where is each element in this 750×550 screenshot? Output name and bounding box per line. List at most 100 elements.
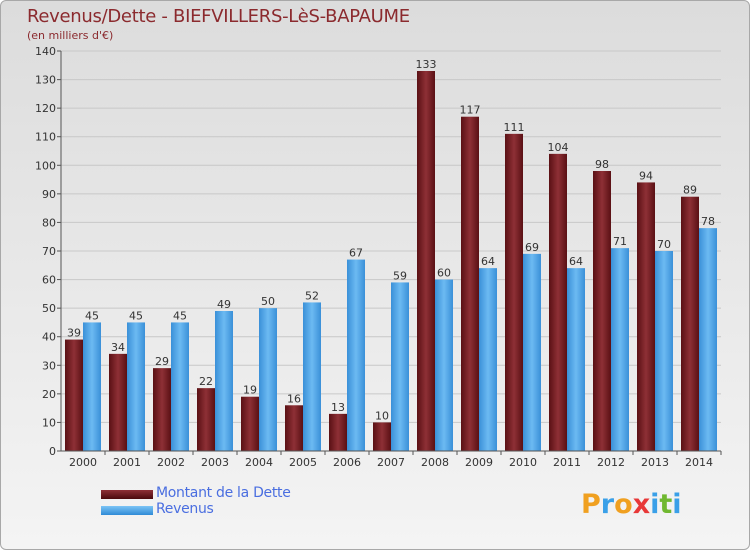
bar-revenus [699, 228, 717, 451]
data-label-dette: 39 [67, 327, 81, 340]
legend-swatch-dette [101, 490, 153, 499]
bar-dette [197, 388, 215, 451]
brand-logo: Proxiti [581, 489, 682, 520]
brand-letter: P [581, 489, 601, 520]
data-label-revenus: 59 [393, 269, 407, 282]
bar-revenus [127, 322, 145, 451]
bar-dette [549, 153, 567, 451]
brand-letter: r [600, 489, 615, 520]
bar-revenus [435, 279, 453, 451]
data-label-revenus: 60 [437, 267, 451, 280]
y-tick-label: 20 [42, 388, 56, 401]
x-tick-label: 2006 [333, 456, 361, 469]
y-tick-label: 0 [49, 445, 56, 458]
bars-layer [65, 71, 717, 451]
bar-dette [681, 196, 699, 451]
x-tick-label: 2009 [465, 456, 493, 469]
legend-swatch-revenus [101, 506, 153, 515]
y-tick-label: 70 [42, 245, 56, 258]
y-tick-label: 30 [42, 359, 56, 372]
bar-revenus [347, 259, 365, 451]
y-tick-label: 110 [35, 131, 56, 144]
x-tick-label: 2002 [157, 456, 185, 469]
data-label-dette: 98 [595, 158, 609, 171]
data-label-dette: 111 [504, 121, 525, 134]
data-label-revenus: 64 [569, 255, 583, 268]
bar-dette [373, 422, 391, 451]
bar-revenus [391, 282, 409, 451]
brand-letter: o [614, 489, 633, 520]
bar-revenus [479, 268, 497, 451]
bar-revenus [171, 322, 189, 451]
bar-dette [461, 116, 479, 451]
data-label-dette: 16 [287, 392, 301, 405]
bar-dette [65, 339, 83, 451]
bar-dette [329, 413, 347, 451]
data-label-dette: 133 [416, 58, 437, 71]
data-label-dette: 89 [683, 184, 697, 197]
y-tick-label: 80 [42, 216, 56, 229]
data-label-dette: 10 [375, 409, 389, 422]
brand-letter: i [672, 489, 682, 520]
brand-letter: i [650, 489, 660, 520]
x-tick-label: 2007 [377, 456, 405, 469]
data-label-revenus: 50 [261, 295, 275, 308]
y-tick-label: 40 [42, 331, 56, 344]
x-tick-label: 2013 [641, 456, 669, 469]
data-label-revenus: 70 [657, 238, 671, 251]
data-label-revenus: 52 [305, 289, 319, 302]
chart-subtitle: (en milliers d'€) [27, 29, 114, 42]
data-label-revenus: 78 [701, 215, 715, 228]
bar-dette [637, 182, 655, 451]
data-label-dette: 34 [111, 341, 125, 354]
data-label-revenus: 45 [85, 309, 99, 322]
bar-revenus [259, 308, 277, 451]
x-tick-label: 2005 [289, 456, 317, 469]
bar-revenus [567, 268, 585, 451]
legend-label-revenus: Revenus [156, 501, 214, 517]
x-tick-label: 2003 [201, 456, 229, 469]
data-label-revenus: 67 [349, 247, 363, 260]
y-tick-label: 130 [35, 74, 56, 87]
data-label-revenus: 45 [129, 309, 143, 322]
y-tick-label: 140 [35, 45, 56, 58]
x-tick-label: 2014 [685, 456, 713, 469]
x-tick-label: 2000 [69, 456, 97, 469]
x-tick-label: 2011 [553, 456, 581, 469]
bar-revenus [215, 311, 233, 451]
data-label-dette: 13 [331, 401, 345, 414]
bar-revenus [523, 253, 541, 451]
bar-dette [593, 171, 611, 451]
brand-letter: t [659, 489, 673, 520]
x-tick-label: 2012 [597, 456, 625, 469]
x-tick-label: 2004 [245, 456, 273, 469]
bar-dette [285, 405, 303, 451]
data-label-dette: 104 [548, 141, 569, 154]
bar-dette [417, 71, 435, 451]
data-label-revenus: 45 [173, 309, 187, 322]
brand-letter: x [632, 489, 651, 520]
bar-revenus [655, 251, 673, 451]
x-tick-label: 2008 [421, 456, 449, 469]
legend-label-dette: Montant de la Dette [156, 485, 291, 501]
data-label-dette: 19 [243, 384, 257, 397]
x-tick-label: 2010 [509, 456, 537, 469]
y-tick-label: 50 [42, 302, 56, 315]
bar-revenus [611, 248, 629, 451]
data-label-revenus: 71 [613, 235, 627, 248]
data-label-revenus: 64 [481, 255, 495, 268]
y-tick-label: 90 [42, 188, 56, 201]
bar-dette [505, 133, 523, 451]
bar-dette [153, 368, 171, 451]
data-label-dette: 29 [155, 355, 169, 368]
labels-layer: 39 45 34 45 29 45 22 49 19 50 16 52 13 67 10 59 133 60 117… [67, 58, 715, 422]
y-tick-label: 10 [42, 416, 56, 429]
data-label-revenus: 49 [217, 298, 231, 311]
bar-revenus [303, 302, 321, 451]
axis-layer: 0 10 20 30 40 50 60 70 80 90 100 110 120 130 140 2000 20… [35, 45, 722, 469]
data-label-revenus: 69 [525, 241, 539, 254]
y-tick-label: 100 [35, 159, 56, 172]
chart-title: Revenus/Dette - BIEFVILLERS-LèS-BAPAUME [27, 6, 410, 27]
